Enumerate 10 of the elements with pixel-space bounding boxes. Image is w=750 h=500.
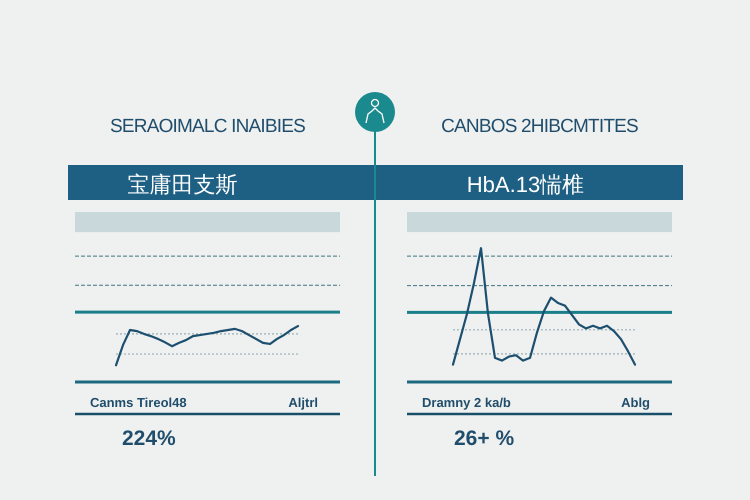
text: 26+ % bbox=[454, 427, 514, 450]
text: Aljtrl bbox=[288, 395, 318, 410]
text: Dramny 2 ka/b bbox=[422, 395, 511, 410]
chart-title: CANBOS 2HIBCMTITES bbox=[441, 116, 638, 137]
text: Canms Tireol48 bbox=[90, 395, 187, 410]
chart-subtitle: 宝庸田支斯 bbox=[128, 172, 238, 197]
chart-subtitle: HbA.13惴椎 bbox=[466, 172, 584, 197]
chart-title: SERAOIMALC INAIBIES bbox=[110, 116, 306, 137]
text: Ablg bbox=[621, 395, 650, 410]
text: 224% bbox=[122, 427, 176, 450]
